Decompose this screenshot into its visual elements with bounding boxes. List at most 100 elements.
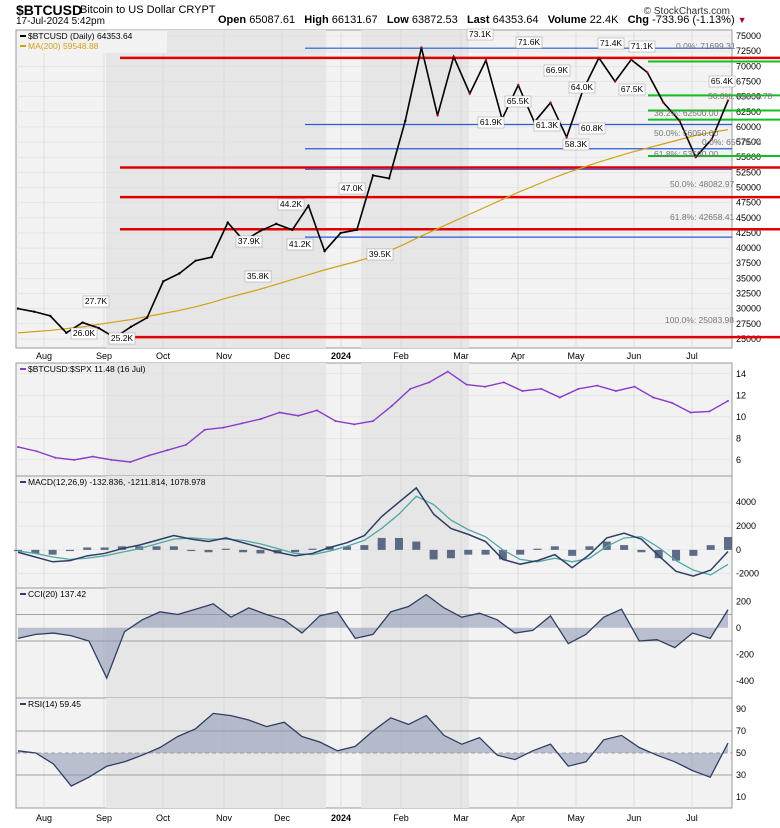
x-tick-bottom-11: Jul [686,813,698,823]
macd-hist-bar [100,547,109,550]
peak-label-box-0 [82,295,110,308]
price-legend-bg [17,31,167,53]
peak-label-6: 41.2K [289,239,312,249]
ratio-point [17,445,19,448]
peak-label-box-14 [533,119,561,132]
ratio-point [91,455,94,458]
y-tick-price-18: 30000 [736,304,761,314]
y-tick-macd-2: 0 [736,545,741,555]
last-value: 64353.64 [492,14,539,26]
peak-label-box-11 [515,36,543,49]
peak-label-8: 39.5K [369,249,392,259]
x-tick-bottom-2: Oct [156,813,171,823]
price-point [274,222,278,226]
legend-cci: CCI(20) 137.42 [28,589,86,599]
fib-label-1: 50.0%: 48082.97 [670,179,735,189]
peak-label-12: 65.5K [507,96,530,106]
price-point [129,325,133,328]
price-point [436,114,439,117]
y-tick-price-2: 70000 [736,61,761,71]
peak-label-5: 44.2K [280,199,303,209]
x-tick-top-8: Apr [511,351,525,361]
ratio-point [35,450,38,453]
x-tick-bottom-7: Mar [453,813,469,823]
ratio-point [222,426,225,429]
x-tick-bottom-5: 2024 [331,813,351,823]
y-tick-price-10: 50000 [736,182,761,192]
ratio-point [484,385,487,388]
x-tick-top-7: Mar [453,351,469,361]
price-point [484,59,488,62]
price-point [32,310,36,313]
ratio-point [614,389,617,392]
price-point [597,56,601,60]
macd-hist-bar [239,549,248,553]
y-tick-cci-0: 200 [736,596,751,606]
macd-hist-bar [14,549,22,552]
ratio-point [428,381,431,384]
panel-shade-macd-0 [106,476,326,588]
fib-label-2: 61.8%: 42658.41 [670,212,735,222]
price-point [371,174,375,177]
macd-hist-bar [533,548,542,550]
peak-label-4: 35.8K [247,271,270,281]
last-label: Last [466,14,490,26]
peak-label-9: 73.1K [469,29,492,39]
low-value: 63872.53 [411,14,458,26]
ratio-point [670,401,673,404]
fib-label-7: 38.2%: 62500.00 [654,108,719,118]
y-tick-rsi-3: 30 [736,770,746,780]
panel-shade-ratio-1 [361,363,469,476]
y-tick-price-15: 37500 [736,258,761,268]
y-tick-price-12: 45000 [736,213,761,223]
macd-hist-bar [412,541,421,550]
y-tick-ratio-0: 14 [736,369,746,379]
y-tick-price-11: 47500 [736,198,761,208]
ratio-point [315,409,318,412]
peak-label-box-1 [70,327,98,340]
price-point [210,255,213,259]
y-tick-price-20: 25000 [736,334,761,344]
macd-hist-bar [672,549,681,561]
peak-label-0: 27.7K [85,296,108,306]
price-point [710,137,714,141]
peak-label-box-13 [543,64,571,77]
price-point [517,83,520,87]
fib-label-5: 61.8%: 53500.00 [654,149,719,159]
y-tick-price-8: 55000 [736,152,761,162]
peak-label-3: 37.9K [238,236,261,246]
ratio-point [166,449,169,452]
x-tick-top-5: 2024 [331,351,351,361]
macd-hist-bar [360,545,369,550]
peak-label-19: 67.5K [621,84,644,94]
price-point [97,326,100,330]
macd-hist-bar [308,548,317,550]
symbol-description: Bitcoin to US Dollar CRYPT [80,4,216,16]
ratio-point [54,456,57,459]
peak-label-7: 47.0K [341,183,364,193]
x-tick-bottom-3: Nov [216,813,233,823]
ratio-point [390,405,393,408]
legend-macd: MACD(12,26,9) -132.836, -1211.814, 1078.… [28,477,206,487]
peak-label-box-10 [477,116,505,129]
y-tick-ratio-2: 10 [736,412,746,422]
price-point [726,99,730,102]
macd-hist-bar [568,549,577,556]
fib-label-8: 50.0%: 62264.78 [708,91,773,101]
macd-hist-bar [221,548,230,550]
open-value: 65087.61 [249,14,296,26]
brand-watermark: © StockCharts.com [643,6,730,17]
macd-hist-bar [516,549,525,555]
ratio-point [353,423,356,426]
macd-hist-bar [429,549,438,560]
peak-label-21: 65.4K [711,76,734,86]
ratio-point [185,443,188,446]
peak-label-18: 71.4K [600,38,623,48]
peak-label-1: 26.0K [73,328,96,338]
peak-label-15: 64.0K [571,82,594,92]
peak-label-box-3 [235,235,263,248]
panel-shade-macd-1 [361,476,469,588]
ratio-point [465,383,468,386]
price-point [694,156,697,159]
